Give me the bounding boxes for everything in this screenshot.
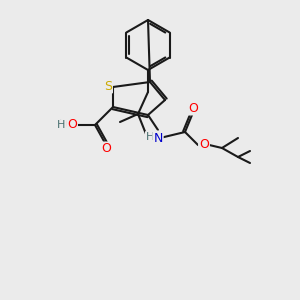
Text: O: O <box>67 118 77 131</box>
Text: O: O <box>64 118 74 130</box>
Text: H: H <box>57 120 65 130</box>
Text: H: H <box>58 119 67 129</box>
Text: S: S <box>104 80 112 92</box>
Text: H: H <box>146 132 154 142</box>
Text: O: O <box>188 101 198 115</box>
Text: N: N <box>153 131 163 145</box>
Text: O: O <box>199 137 209 151</box>
Text: O: O <box>101 142 111 155</box>
